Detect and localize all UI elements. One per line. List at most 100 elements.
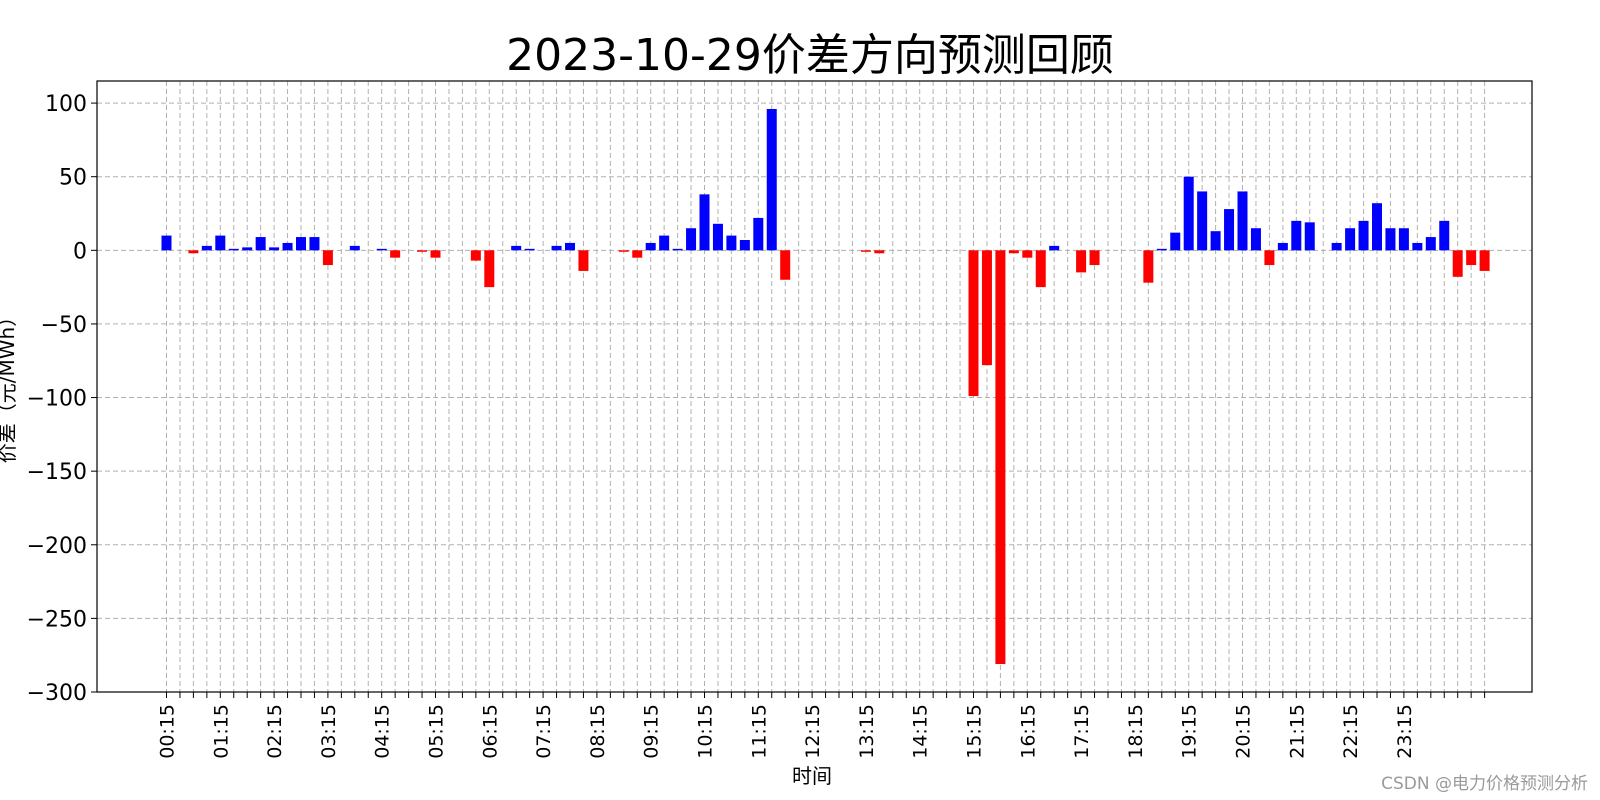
bar	[511, 245, 522, 251]
x-tick-label: 02:15	[264, 704, 286, 759]
bar	[551, 245, 562, 251]
bar	[470, 250, 481, 261]
bar	[968, 250, 979, 397]
bar	[309, 237, 320, 251]
x-tick-label: 13:15	[856, 704, 878, 759]
x-axis-ticks: 00:15 01:15 02:15 03:15 04:15 05:15 06:15 07:15…	[157, 692, 1486, 759]
bar	[349, 245, 360, 251]
bar	[1008, 250, 1019, 254]
bar	[390, 250, 401, 258]
chart-title: 2023-10-29价差方向预测回顾	[506, 30, 1114, 81]
x-tick-label: 03:15	[318, 704, 340, 759]
x-tick-label: 17:15	[1071, 704, 1093, 759]
bar	[1291, 220, 1302, 251]
x-tick-label: 01:15	[210, 704, 232, 759]
bar	[1452, 250, 1463, 277]
bar	[1143, 250, 1154, 283]
bar	[565, 242, 575, 251]
bar	[1466, 250, 1477, 266]
bar	[296, 237, 306, 251]
bar	[995, 250, 1006, 665]
y-tick-label: −200	[27, 534, 87, 559]
bar	[376, 248, 387, 251]
y-axis-label: 价差（元/MWh）	[0, 307, 19, 463]
bar	[282, 242, 293, 251]
bar	[1049, 245, 1060, 251]
bar	[1304, 222, 1315, 251]
bar	[1076, 250, 1087, 273]
bar	[712, 223, 723, 251]
x-tick-label: 09:15	[641, 704, 663, 759]
x-tick-label: 12:15	[802, 704, 824, 759]
x-tick-label: 21:15	[1286, 704, 1308, 759]
bar	[578, 250, 589, 271]
bar	[1372, 203, 1382, 251]
bar	[632, 250, 643, 258]
x-tick-label: 16:15	[1017, 704, 1039, 759]
x-tick-label: 23:15	[1394, 704, 1416, 759]
bar	[1479, 250, 1490, 271]
bar	[1264, 250, 1275, 266]
bar	[1156, 248, 1167, 251]
bar	[1398, 228, 1409, 251]
bar	[618, 250, 629, 252]
x-tick-label: 05:15	[426, 704, 448, 759]
x-tick-label: 22:15	[1340, 704, 1362, 759]
bar	[269, 247, 280, 251]
bar	[726, 235, 737, 251]
x-tick-label: 00:15	[157, 704, 179, 759]
x-tick-label: 20:15	[1233, 704, 1255, 759]
bars	[161, 108, 1490, 665]
bar	[430, 250, 441, 258]
bar	[201, 245, 212, 251]
y-tick-label: −50	[41, 313, 87, 338]
watermark: CSDN @电力价格预测分析	[1381, 774, 1588, 794]
bar	[322, 250, 333, 266]
bar	[1197, 191, 1208, 251]
bar	[1237, 191, 1248, 251]
y-tick-label: 50	[59, 166, 87, 191]
bar	[1425, 237, 1436, 251]
bar	[1385, 228, 1396, 251]
bar	[1170, 232, 1181, 251]
bar	[1035, 250, 1046, 288]
y-tick-label: 100	[45, 92, 87, 117]
y-tick-label: −150	[27, 460, 87, 485]
bar	[1022, 250, 1033, 258]
x-tick-label: 15:15	[964, 704, 986, 759]
bar	[1412, 242, 1423, 251]
bar	[874, 250, 885, 254]
bar	[1183, 176, 1194, 251]
bar	[484, 250, 495, 288]
x-tick-label: 04:15	[372, 704, 394, 759]
x-tick-label: 11:15	[748, 704, 770, 759]
x-tick-label: 08:15	[587, 704, 609, 759]
y-tick-label: 0	[73, 239, 87, 264]
bar	[188, 250, 199, 254]
bar	[699, 194, 710, 251]
bar	[228, 248, 239, 251]
bar	[739, 240, 750, 251]
y-tick-label: −250	[27, 607, 87, 632]
x-tick-label: 07:15	[533, 704, 555, 759]
bar	[1439, 220, 1450, 251]
bar	[860, 250, 871, 252]
bar	[672, 248, 683, 251]
x-tick-label: 18:15	[1125, 704, 1147, 759]
y-axis-ticks: 100 50 0 −50 −100 −150 −200 −250 −300	[27, 92, 97, 706]
bar	[1277, 242, 1288, 251]
bar	[766, 108, 777, 251]
bar	[686, 228, 697, 251]
x-axis-label: 时间	[792, 764, 832, 788]
bar	[1089, 250, 1100, 266]
bar	[1210, 231, 1221, 251]
x-tick-label: 10:15	[695, 704, 717, 759]
y-tick-label: −300	[27, 681, 87, 706]
plot-frame	[96, 80, 1533, 693]
y-tick-label: −100	[27, 387, 87, 412]
bar	[981, 250, 992, 366]
x-tick-label: 06:15	[479, 704, 501, 759]
bar	[1345, 228, 1356, 251]
bar	[161, 235, 172, 251]
